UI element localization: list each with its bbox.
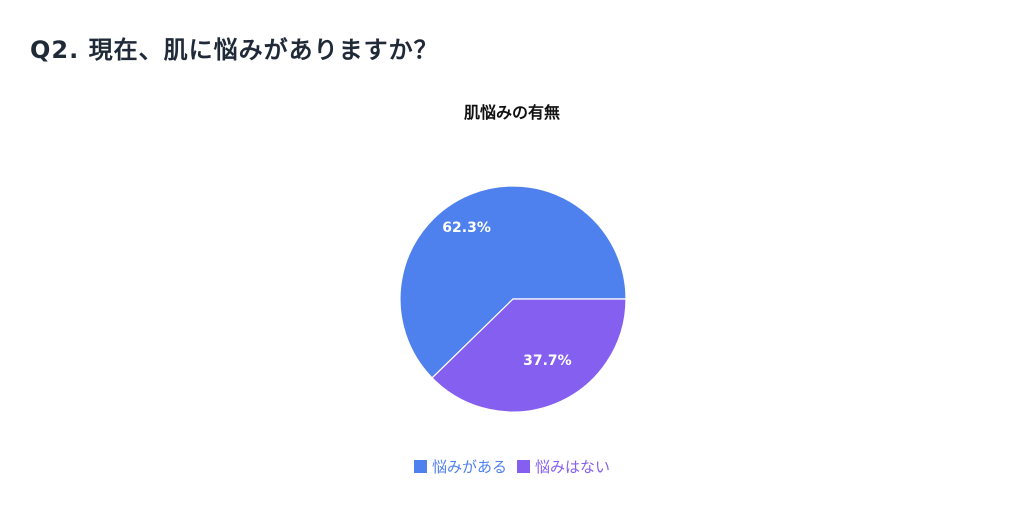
legend-swatch-1 [413, 460, 427, 473]
pie-slice-2 [431, 298, 627, 413]
legend-item-1: 悩みがある [413, 456, 507, 477]
pie-value-label-1: 62.3% [442, 220, 491, 236]
chart-title: 肌悩みの有無 [463, 103, 560, 122]
legend-label-2: 悩みはない [535, 458, 611, 476]
legend-swatch-2 [517, 460, 530, 473]
chart-legend: 悩みがある 悩みはない [0, 456, 1024, 477]
pie-slice-1 [399, 185, 627, 379]
legend-item-2: 悩みはない [517, 456, 610, 477]
question-title: Q2. 現在、肌に悩みがありますか？ [30, 36, 439, 64]
legend-label-1: 悩みがある [431, 458, 507, 476]
pie-value-label-2: 37.7% [523, 353, 572, 369]
